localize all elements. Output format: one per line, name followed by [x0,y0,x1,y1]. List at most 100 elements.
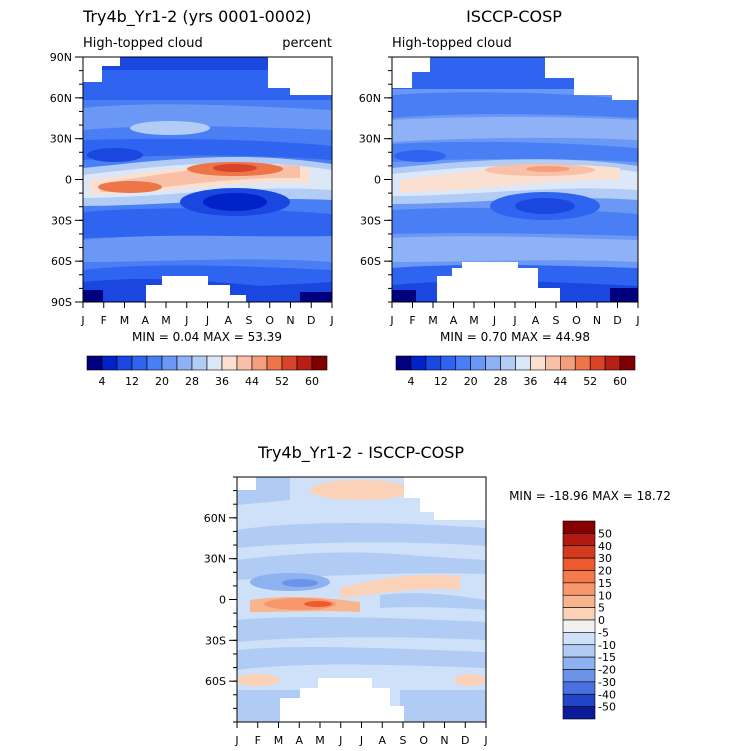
colorbar-label: 44 [553,375,567,388]
colorbar-swatch [515,355,531,371]
y-tick-label: 0 [374,174,381,187]
panel-diff-field [237,477,486,722]
colorbar-swatch [470,355,486,371]
panel-diff-title: Try4b_Yr1-2 - ISCCP-COSP [257,443,464,463]
x-tick-label: D [461,734,469,747]
colorbar-label: 5 [598,602,605,615]
panel-obs: ISCCP-COSP High-topped cloud [359,7,640,388]
colorbar-swatch [485,355,501,371]
colorbar-swatch [116,355,133,371]
x-tick-label: N [440,734,448,747]
colorbar-swatch [562,632,596,646]
y-tick-label: 30S [51,214,72,227]
panel-model-stats: MIN = 0.04 MAX = 53.39 [132,330,282,344]
colorbar-swatch [455,355,471,371]
y-tick-label: 60N [359,92,381,105]
colorbar-label: 20 [155,375,169,388]
colorbar-swatch [589,355,606,371]
colorbar-swatch [440,355,457,371]
panel-model-units: percent [282,36,332,51]
colorbar-label: 0 [598,614,605,627]
colorbar-swatch [574,355,591,371]
colorbar-swatch [296,355,313,371]
panel-model: Try4b_Yr1-2 (yrs 0001-0002) High-topped … [50,7,334,388]
panel-diff: Try4b_Yr1-2 - ISCCP-COSP [204,443,671,747]
x-tick-label: M [428,314,438,327]
colorbar-label: -5 [598,626,609,639]
colorbar-swatch [562,570,596,584]
x-tick-label: S [246,314,253,327]
x-tick-label: F [255,734,261,747]
colorbar-label: 52 [275,375,289,388]
colorbar-label: -10 [598,639,616,652]
colorbar-label: -30 [598,676,616,689]
colorbar-swatch [562,656,596,670]
colorbar-label: 52 [583,375,597,388]
panel-diff-stats: MIN = -18.96 MAX = 18.72 [509,489,671,503]
colorbar-swatch [311,355,328,371]
panel-obs-stats: MIN = 0.70 MAX = 44.98 [440,330,590,344]
x-tick-label: S [400,734,407,747]
y-tick-label: 0 [219,594,226,607]
colorbar-label: 28 [185,375,199,388]
panel-obs-colorbar: 4 12 20 28 36 44 52 60 [395,355,636,388]
x-tick-label: A [378,734,386,747]
y-tick-label: 60N [50,92,72,105]
colorbar-swatch [562,619,596,633]
x-tick-label: J [205,314,209,327]
colorbar-label: -40 [598,688,616,701]
panel-model-title: Try4b_Yr1-2 (yrs 0001-0002) [82,7,312,27]
colorbar-swatch [236,355,253,371]
x-tick-label: A [450,314,458,327]
colorbar-label: 36 [523,375,537,388]
colorbar-swatch [221,355,238,371]
x-tick-label: S [553,314,560,327]
x-tick-label: J [512,314,516,327]
x-tick-label: J [389,314,393,327]
colorbar-swatch [101,355,118,371]
colorbar-label: 40 [598,540,612,553]
x-tick-label: D [613,314,621,327]
x-tick-label: M [274,734,284,747]
panel-model-field [83,57,332,302]
colorbar-swatch [251,355,268,371]
colorbar-label: 60 [613,375,627,388]
x-tick-label: F [101,314,107,327]
x-tick-label: A [141,314,149,327]
y-tick-label: 30S [205,634,226,647]
x-tick-label: J [338,734,342,747]
x-tick-label: J [359,734,363,747]
colorbar-swatch [604,355,621,371]
colorbar-swatch [562,545,596,559]
colorbar-swatch [86,355,103,371]
colorbar-swatch [146,355,163,371]
colorbar-swatch [281,355,298,371]
colorbar-swatch [562,644,596,658]
x-tick-label: A [224,314,232,327]
colorbar-swatch [562,582,596,596]
x-tick-label: J [184,314,188,327]
colorbar-label: 30 [598,552,612,565]
colorbar-swatch [562,669,596,683]
colorbar-swatch [530,355,546,371]
colorbar-label: 50 [598,527,612,540]
panel-obs-title: ISCCP-COSP [466,7,562,26]
colorbar-label: 10 [598,589,612,602]
colorbar-swatch [500,355,516,371]
colorbar-swatch [562,594,596,608]
x-tick-label: D [307,314,315,327]
colorbar-swatch [562,557,596,571]
panel-model-colorbar: 4 12 20 28 36 44 52 60 [86,355,328,388]
colorbar-label: 60 [305,375,319,388]
colorbar-swatch [562,533,596,547]
colorbar-label: -50 [598,701,616,714]
x-tick-label: O [419,734,428,747]
x-tick-label: J [483,734,487,747]
y-tick-label: 0 [65,174,72,187]
y-tick-label: 30N [204,553,226,566]
y-tick-label: 90S [51,296,72,309]
